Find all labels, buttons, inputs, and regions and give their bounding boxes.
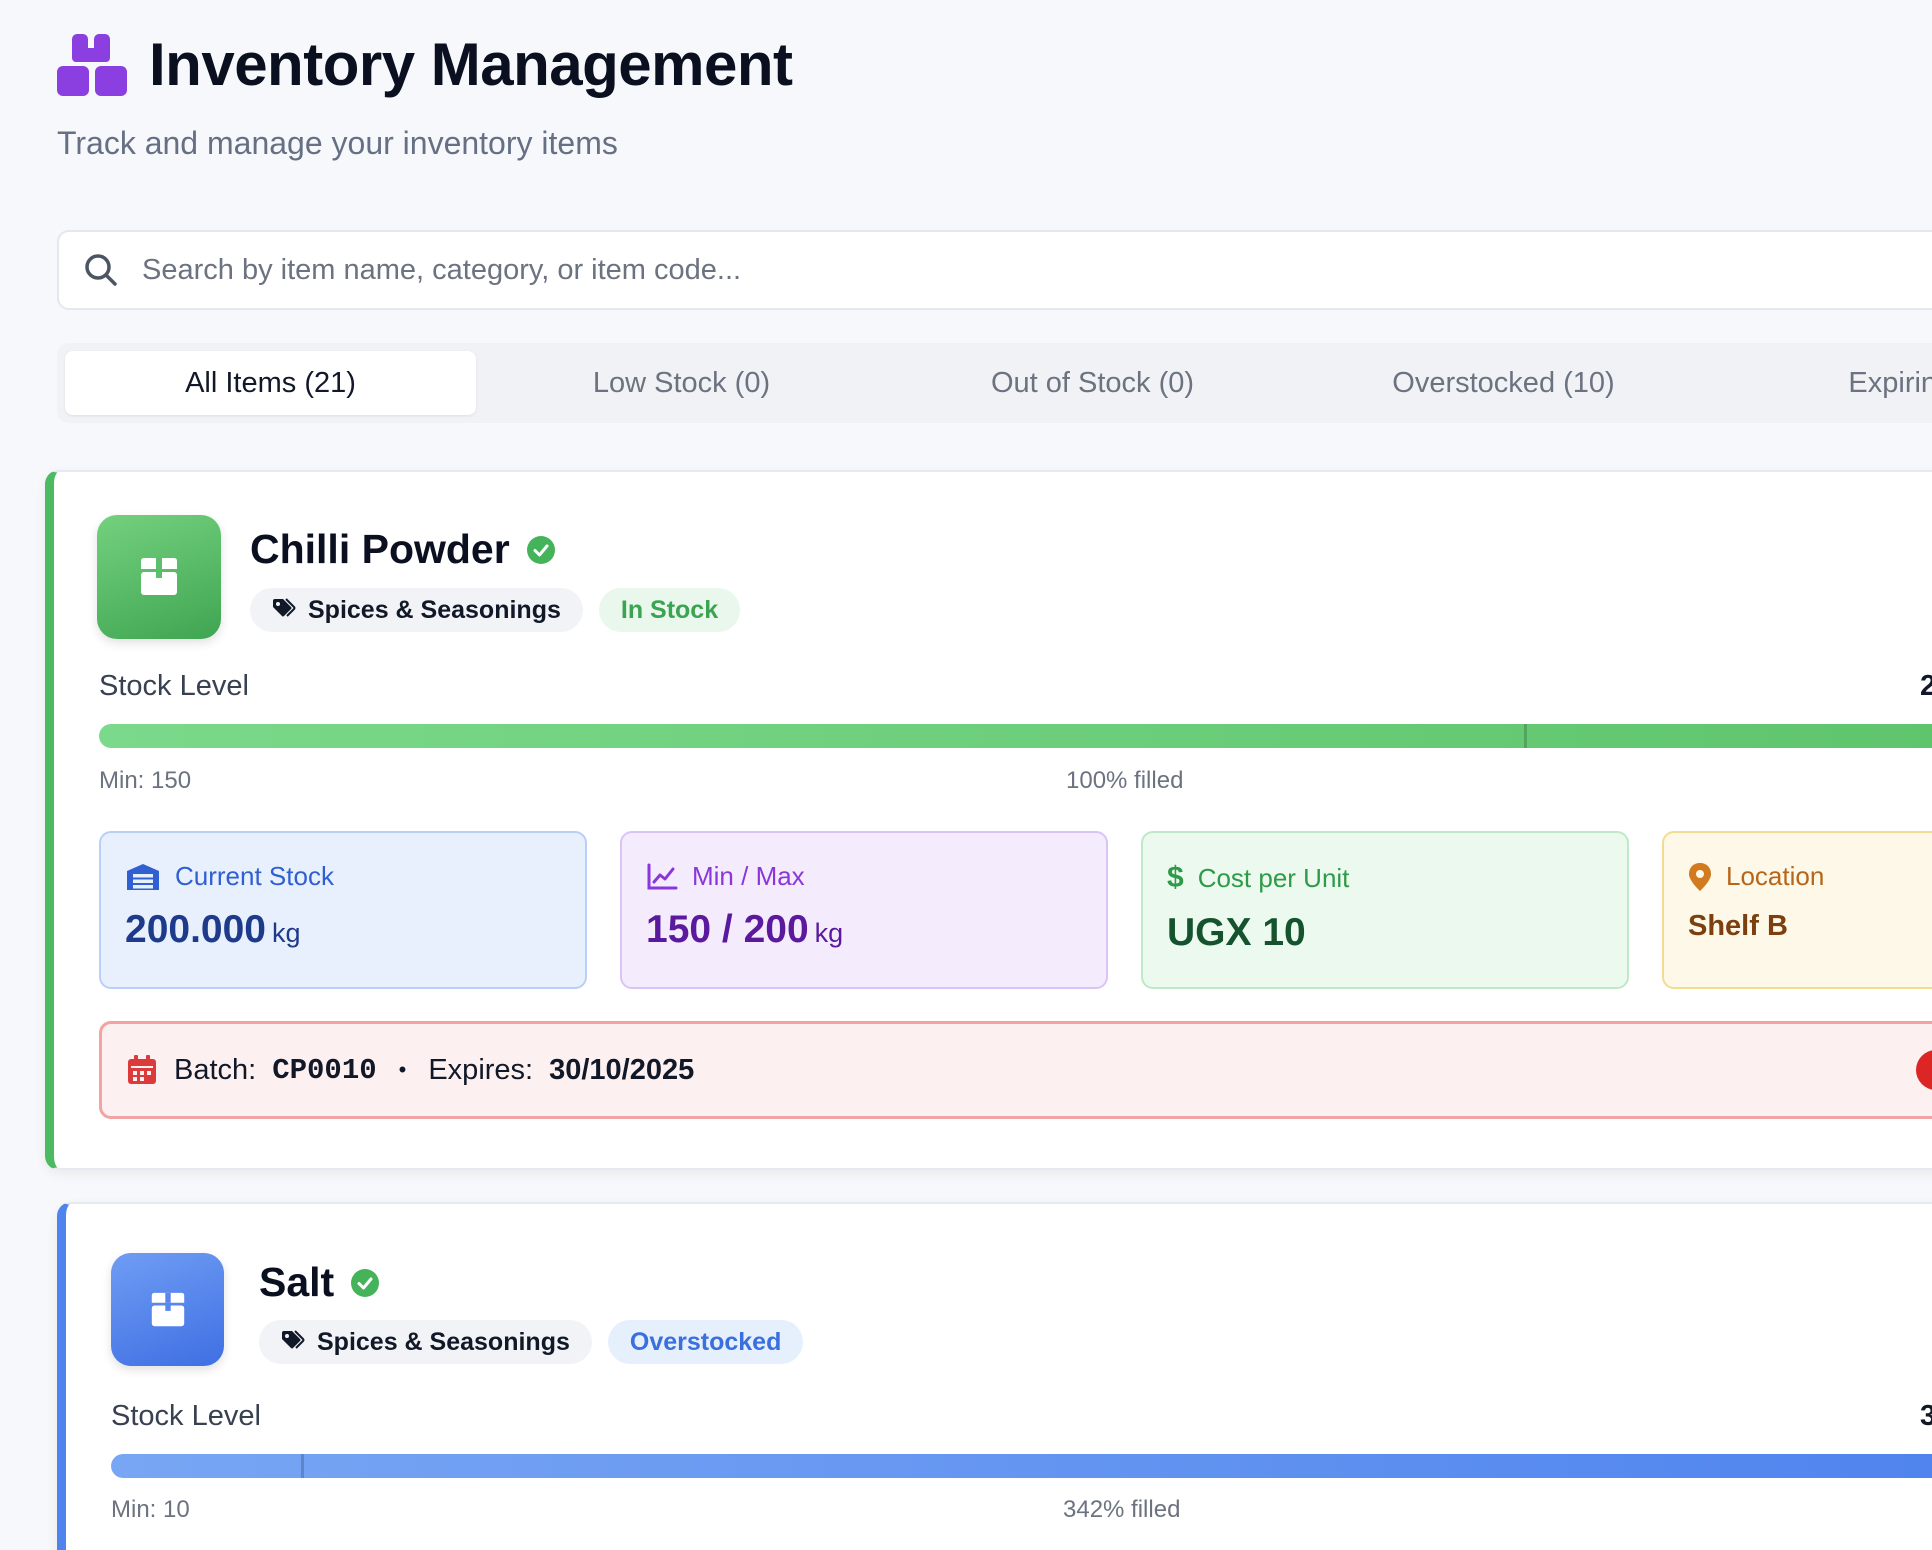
min-caption: Min: 150 xyxy=(99,767,192,794)
current-stock-value: 200.000 xyxy=(125,908,266,951)
expires-label: Expires: xyxy=(428,1053,534,1086)
search-input[interactable] xyxy=(142,253,1542,287)
verified-check-icon xyxy=(351,1268,380,1297)
expires-value: 30/10/2025 xyxy=(549,1053,695,1086)
filled-caption: 342% filled xyxy=(1063,1496,1181,1523)
tab-all-items[interactable]: All Items (21) xyxy=(65,351,476,415)
dollar-icon: $ xyxy=(1167,861,1184,894)
batch-label: Batch: xyxy=(174,1053,257,1086)
calendar-icon xyxy=(128,1055,156,1084)
tab-out-of-stock[interactable]: Out of Stock (0) xyxy=(990,366,1195,399)
chart-line-icon xyxy=(647,863,678,889)
min-threshold-marker xyxy=(1524,724,1527,748)
tab-expiring[interactable]: Expiring S xyxy=(1848,366,1932,399)
box-icon xyxy=(97,515,221,639)
category-label: Spices & Seasonings xyxy=(317,1327,570,1356)
category-chip: Spices & Seasonings xyxy=(259,1320,592,1364)
stock-progress-bar xyxy=(111,1454,1932,1478)
stock-progress-fill xyxy=(111,1454,1932,1478)
filled-caption: 100% filled xyxy=(1066,767,1184,794)
category-label: Spices & Seasonings xyxy=(308,595,561,624)
min-max-value: 150 / 200 xyxy=(646,908,809,951)
stock-level-label: Stock Level xyxy=(99,670,249,702)
batch-code: CP0010 xyxy=(272,1053,377,1087)
unit-label: kg xyxy=(271,918,301,948)
batch-expiry-bar: Batch: CP0010 • Expires: 30/10/2025 xyxy=(99,1021,1932,1119)
page-subtitle: Track and manage your inventory items xyxy=(57,125,618,161)
location-value: Shelf B xyxy=(1688,910,1788,942)
page-header: Inventory Management Track and manage yo… xyxy=(57,30,793,162)
separator-dot: • xyxy=(398,1057,407,1082)
item-chips: Spices & Seasonings In Stock xyxy=(250,588,741,632)
stock-progress-bar xyxy=(99,724,1932,748)
location-tile: Location Shelf B xyxy=(1662,831,1932,989)
min-caption: Min: 10 xyxy=(111,1496,190,1523)
search-box[interactable] xyxy=(57,230,1932,310)
boxes-icon xyxy=(57,32,127,98)
stock-level-value: 2 xyxy=(1920,670,1932,702)
item-name: Salt xyxy=(259,1259,380,1306)
item-card-salt[interactable]: Salt Spices & Seasonings Overstocked Sto… xyxy=(57,1202,1932,1550)
item-chips: Spices & Seasonings Overstocked xyxy=(259,1320,804,1364)
status-badge: In Stock xyxy=(598,588,741,632)
search-icon xyxy=(85,254,117,286)
item-name-text: Chilli Powder xyxy=(250,526,510,572)
verified-check-icon xyxy=(526,535,555,564)
filter-tabs: All Items (21) Low Stock (0) Out of Stoc… xyxy=(57,343,1932,423)
stock-level-value: 3 xyxy=(1920,1400,1932,1432)
tag-icon xyxy=(273,598,296,617)
item-name-text: Salt xyxy=(259,1259,335,1305)
category-chip: Spices & Seasonings xyxy=(250,588,583,632)
stock-progress-fill xyxy=(99,724,1932,748)
tab-low-stock[interactable]: Low Stock (0) xyxy=(592,366,771,399)
item-name: Chilli Powder xyxy=(250,526,556,573)
page-title: Inventory Management xyxy=(149,31,793,98)
box-icon xyxy=(111,1253,224,1366)
map-pin-icon xyxy=(1689,862,1711,891)
warehouse-icon xyxy=(127,863,159,890)
item-card-chilli-powder[interactable]: Chilli Powder Spices & Seasonings In Sto… xyxy=(45,470,1932,1170)
unit-label: kg xyxy=(814,918,844,948)
cost-per-unit-tile: $ Cost per Unit UGX 10 xyxy=(1141,831,1629,989)
status-badge: Overstocked xyxy=(607,1320,804,1364)
current-stock-label: Current Stock xyxy=(175,861,334,891)
min-max-tile: Min / Max 150 / 200 kg xyxy=(620,831,1108,989)
tag-icon xyxy=(282,1330,305,1349)
expiry-warning-badge xyxy=(1916,1050,1932,1090)
cost-value: UGX 10 xyxy=(1167,911,1306,954)
tab-overstocked[interactable]: Overstocked (10) xyxy=(1392,366,1615,399)
min-threshold-marker xyxy=(301,1454,304,1478)
min-max-label: Min / Max xyxy=(692,861,805,891)
current-stock-tile: Current Stock 200.000 kg xyxy=(99,831,587,989)
stock-level-label: Stock Level xyxy=(111,1400,261,1432)
location-label: Location xyxy=(1726,861,1825,891)
cost-label: Cost per Unit xyxy=(1197,862,1350,893)
